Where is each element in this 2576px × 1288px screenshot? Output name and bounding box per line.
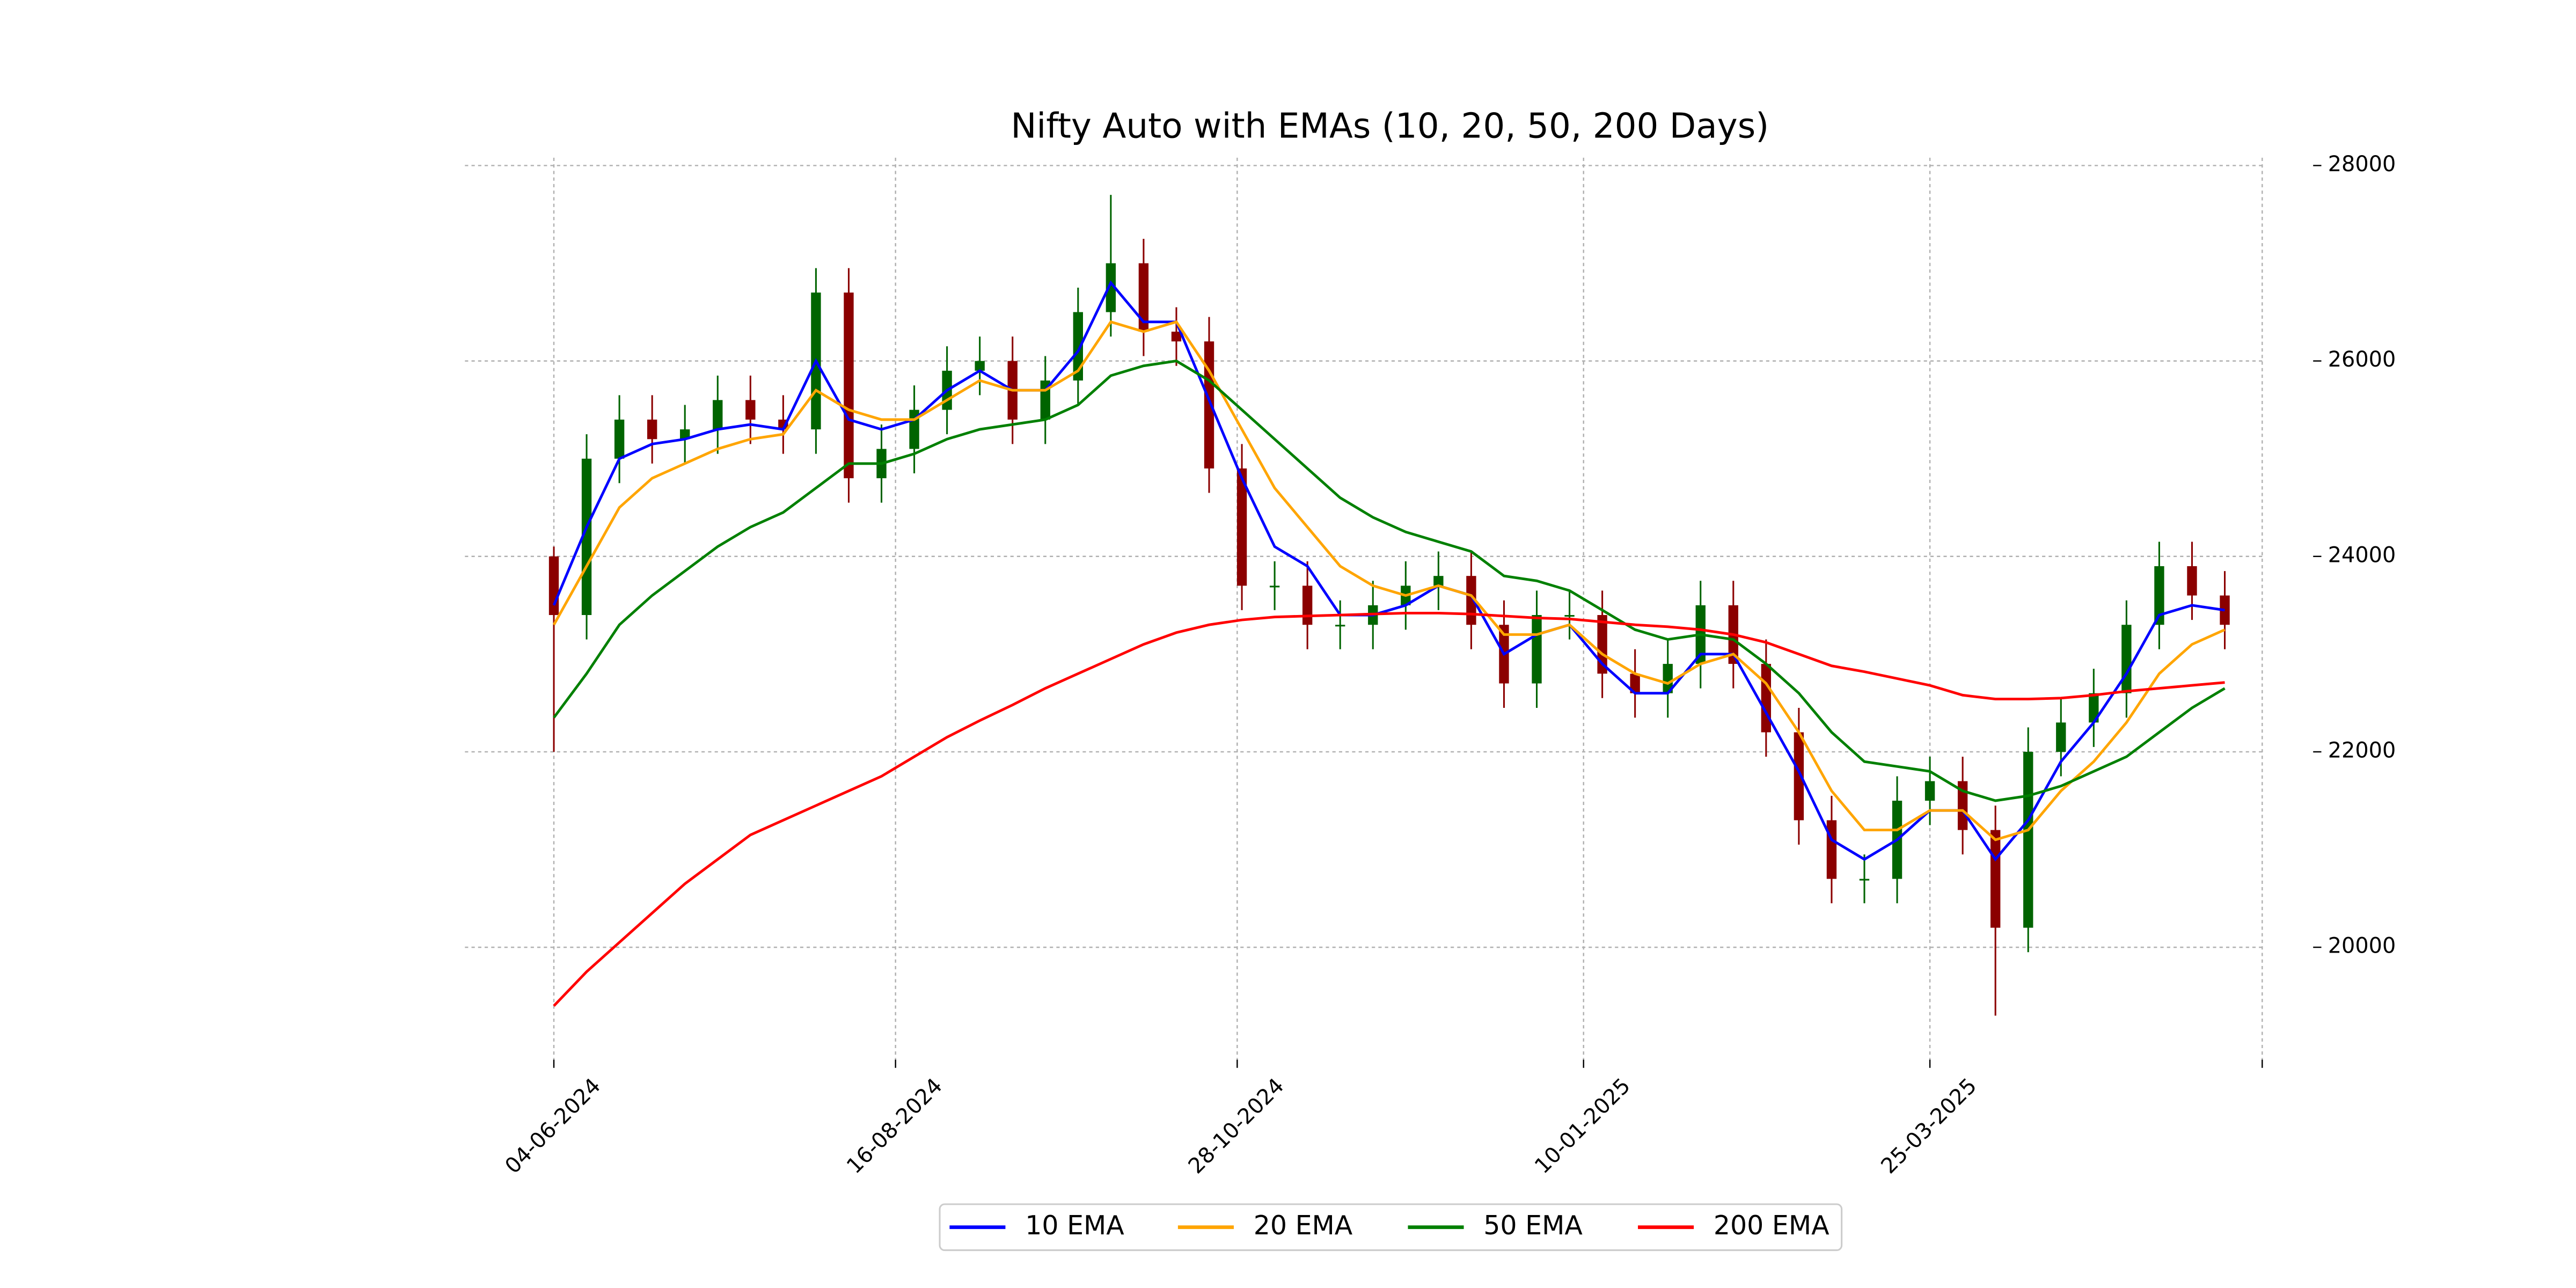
y-tick-label: 24000 [2328,543,2396,567]
candle-body [1564,615,1575,617]
candle-body [1532,615,1542,684]
candle-body [1466,576,1476,625]
candle-body [1924,781,1935,801]
candle-body [614,419,625,459]
legend-box [939,1203,1843,1252]
y-tick-label: 26000 [2328,347,2396,372]
candle-body [2056,722,2066,752]
legend-label: 50 EMA [1483,1210,1583,1241]
candle-body [1859,879,1870,881]
legend-label: 20 EMA [1254,1210,1353,1241]
candle-body [2089,693,2099,723]
legend-label: 10 EMA [1025,1210,1124,1241]
y-tick-label: 20000 [2328,934,2396,958]
candle-body [1630,674,1640,693]
candle-body [975,361,985,371]
candle-body [1761,664,1772,733]
candle-body [1302,586,1313,625]
candle-body [2121,625,2132,693]
candle-body [581,458,592,616]
candle-body [1073,312,1084,381]
candle-body [1990,830,2001,928]
x-tick-label: 28-10-2024 [1184,1073,1289,1179]
x-tick-label: 25-03-2025 [1876,1073,1981,1179]
candle-body [1335,625,1345,627]
x-tick-label: 16-08-2024 [842,1073,947,1179]
candle-body [1433,576,1444,586]
candle-body [713,400,723,430]
candle-body [2187,566,2197,596]
candle-body [1794,732,1804,821]
y-tick-label: 28000 [2328,152,2396,177]
candle-body [745,400,756,420]
x-tick-label: 04-06-2024 [500,1073,605,1179]
candle-body [1663,664,1673,693]
candle-body [1957,781,1968,830]
candle-body [548,556,559,616]
candle-body [680,429,690,440]
y-tick-label: 22000 [2328,738,2396,763]
ema-line [552,320,2226,841]
legend: 10 EMA 20 EMA 50 EMA 200 EMA [939,1203,1843,1252]
candle-body [647,419,657,440]
candle-body [1138,263,1149,332]
x-tick-label: 10-01-2025 [1530,1073,1635,1179]
candle-body [1171,331,1182,342]
candle-body [844,292,854,479]
candle-body [1236,468,1247,586]
candle-body [1826,820,1837,879]
legend-label: 200 EMA [1714,1210,1829,1241]
candle-body [2023,751,2033,928]
ema-line [552,280,2225,862]
candle-body [1269,586,1280,588]
ema-line [553,611,2225,1007]
ema-line [553,360,2226,802]
candle-body [1106,263,1116,312]
candle-body [2154,566,2164,625]
chart-title: Nifty Auto with EMAs (10, 20, 50, 200 Da… [1011,106,1769,146]
